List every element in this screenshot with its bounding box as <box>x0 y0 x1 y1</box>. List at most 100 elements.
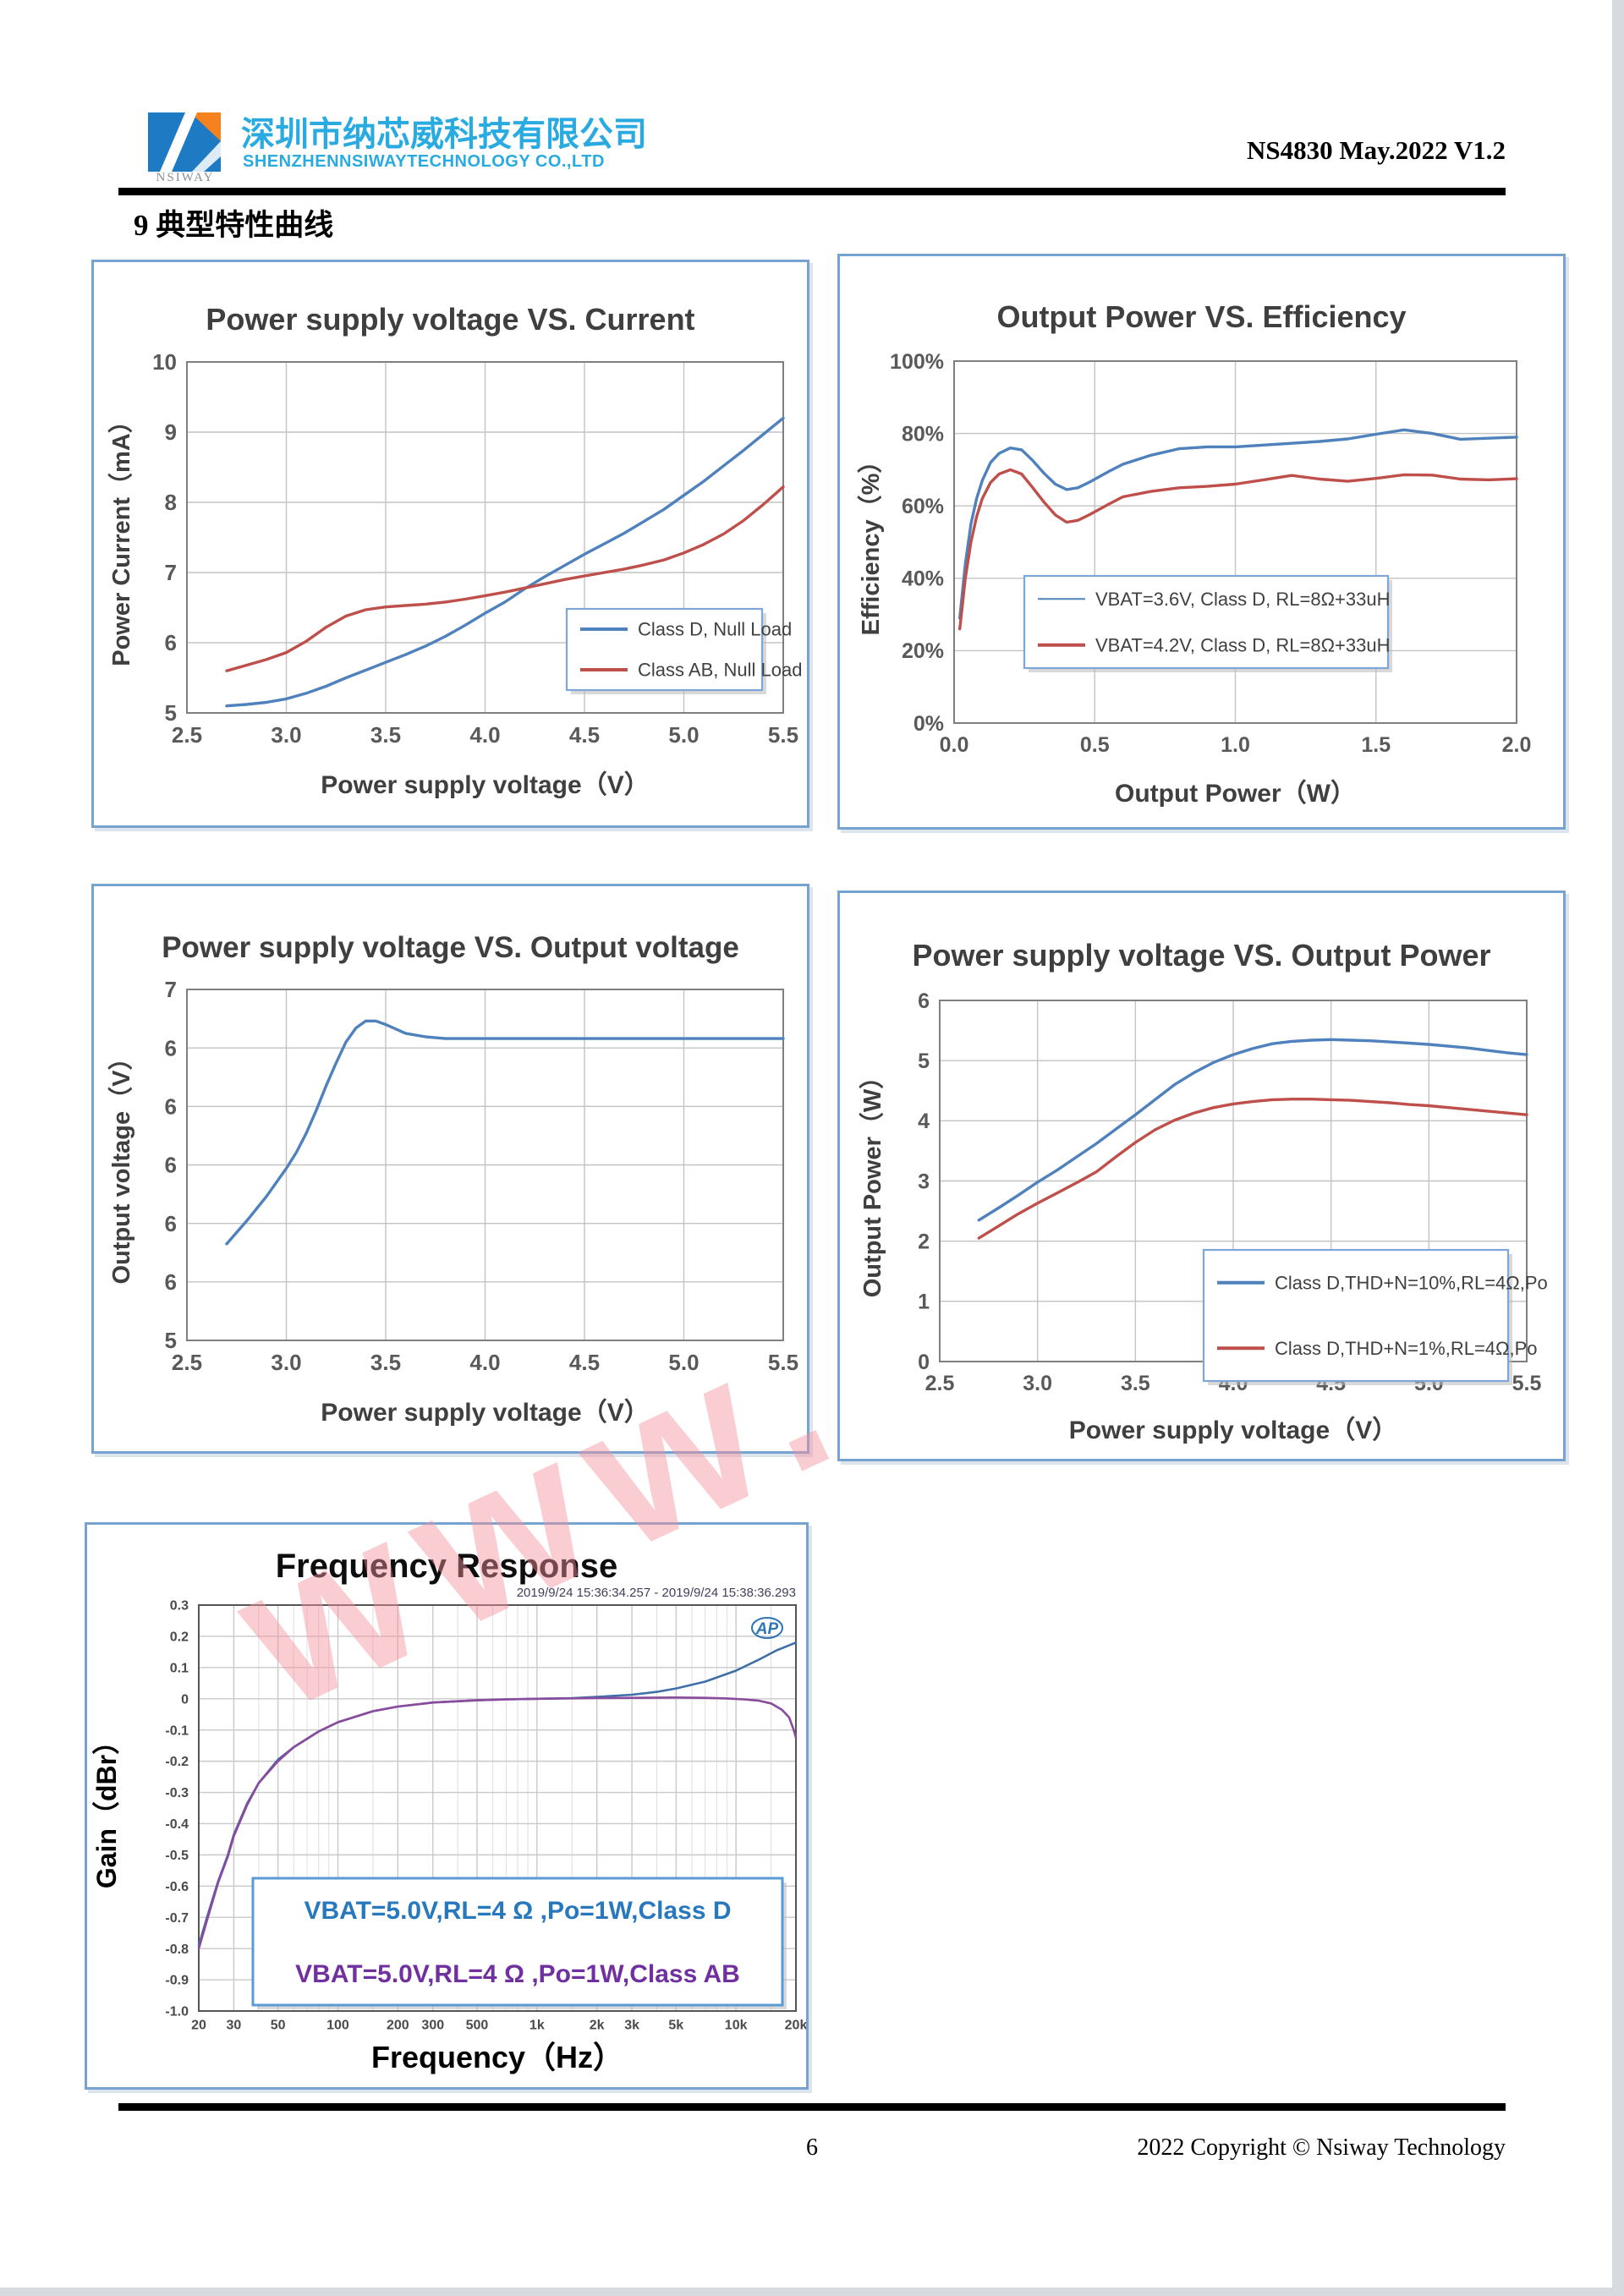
page-edge <box>1612 0 1624 2296</box>
svg-text:6: 6 <box>165 1093 177 1119</box>
series-line-0 <box>977 1038 1528 1222</box>
svg-text:100%: 100% <box>890 350 944 374</box>
svg-text:7: 7 <box>165 560 177 585</box>
legend: VBAT=5.0V,RL=4 Ω ,Po=1W,Class D VBAT=5.0V… <box>251 1877 787 2009</box>
company-logo-icon <box>148 112 221 172</box>
series-line-1 <box>225 485 785 672</box>
svg-text:6: 6 <box>165 630 177 655</box>
series-line-1 <box>957 468 1518 631</box>
svg-text:0.2: 0.2 <box>170 1630 189 1645</box>
series-line-0 <box>225 1019 785 1246</box>
axis-ticks: 20 30 50 100 200 300 500 1k 2k 3k 5k 10k 20k 0.3 0.2 0.… <box>165 1599 806 2033</box>
header-rule <box>118 188 1506 195</box>
chart-title: Power supply voltage VS. Output voltage <box>162 931 739 964</box>
svg-text:-0.4: -0.4 <box>165 1817 189 1832</box>
svg-text:3.5: 3.5 <box>370 1350 401 1375</box>
axis-ticks: 0.0 0.5 1.0 1.5 2.0 0% 20% 40% 60% 80% 100% <box>890 350 1531 757</box>
svg-text:5: 5 <box>918 1049 930 1073</box>
svg-text:2k: 2k <box>590 2019 605 2033</box>
series-line-1 <box>977 1097 1528 1240</box>
chart-supply-voltage-vs-output-voltage-box: Power supply voltage VS. Output voltage 2… <box>91 884 809 1454</box>
chart-supply-voltage-vs-output-power: Power supply voltage VS. Output Power 2.5… <box>859 938 1548 1444</box>
svg-text:Class D, Null Load: Class D, Null Load <box>638 619 792 640</box>
svg-text:5.0: 5.0 <box>668 722 699 748</box>
svg-text:10k: 10k <box>725 2019 748 2033</box>
svg-text:7: 7 <box>165 977 177 1002</box>
svg-text:5.5: 5.5 <box>768 1350 798 1375</box>
svg-text:VBAT=5.0V,RL=4 Ω ,Po=1W,Class: VBAT=5.0V,RL=4 Ω ,Po=1W,Class AB <box>295 1960 740 1988</box>
chart-output-power-vs-efficiency: Output Power VS. Efficiency 0.0 0.5 1.0 1.5 2… <box>857 299 1531 808</box>
page-number: 6 <box>806 2134 818 2161</box>
page-edge <box>0 2288 1624 2296</box>
section-title: 9 典型特性曲线 <box>134 209 334 242</box>
ap-logo-icon: AP <box>751 1617 783 1639</box>
svg-text:-0.6: -0.6 <box>165 1880 189 1894</box>
svg-text:6: 6 <box>165 1035 177 1060</box>
svg-text:200: 200 <box>387 2019 409 2033</box>
svg-text:3.0: 3.0 <box>271 722 301 748</box>
svg-text:-0.8: -0.8 <box>165 1943 189 1957</box>
svg-text:5.5: 5.5 <box>768 722 798 748</box>
svg-text:4: 4 <box>918 1110 930 1133</box>
svg-text:2.5: 2.5 <box>172 1350 202 1375</box>
svg-text:6: 6 <box>165 1153 177 1178</box>
svg-text:3.0: 3.0 <box>1023 1372 1052 1395</box>
chart-supply-voltage-vs-output-voltage: Power supply voltage VS. Output voltage 2… <box>107 931 799 1427</box>
svg-text:-0.9: -0.9 <box>165 1974 189 1988</box>
document-reference: NS4830 May.2022 V1.2 <box>1246 135 1506 165</box>
chart-frequency-response: Frequency Response 20 30 50 100 200 300 500 1k 2k… <box>91 1548 806 2074</box>
x-axis-label: Frequency（Hz） <box>371 2040 623 2074</box>
chart-title: Power supply voltage VS. Output Power <box>912 938 1490 973</box>
x-axis-label: Power supply voltage（V） <box>1069 1416 1397 1444</box>
svg-text:4.0: 4.0 <box>469 722 500 748</box>
y-axis-label: Output Power（W） <box>859 1065 886 1297</box>
svg-text:3.5: 3.5 <box>1121 1372 1150 1395</box>
svg-text:100: 100 <box>326 2019 349 2033</box>
chart-title: Frequency Response <box>276 1548 618 1585</box>
chart-supply-voltage-vs-current: Power supply voltage VS. Current 2.5 3.0 3.… <box>107 302 802 799</box>
svg-text:-0.7: -0.7 <box>165 1911 189 1926</box>
copyright-text: 2022 Copyright © Nsiway Technology <box>1137 2134 1506 2161</box>
svg-text:4.5: 4.5 <box>569 722 600 748</box>
svg-text:4.5: 4.5 <box>569 1350 600 1375</box>
svg-text:1k: 1k <box>529 2019 545 2033</box>
svg-text:2.5: 2.5 <box>925 1372 955 1395</box>
svg-text:0%: 0% <box>914 712 944 736</box>
svg-text:6: 6 <box>165 1269 177 1295</box>
svg-text:300: 300 <box>421 2019 444 2033</box>
svg-text:10: 10 <box>152 349 177 375</box>
svg-text:0.1: 0.1 <box>170 1661 189 1675</box>
series-line-0 <box>225 416 785 708</box>
chart-supply-voltage-vs-current-box: Power supply voltage VS. Current 2.5 3.0 3.… <box>91 260 809 828</box>
footer-rule <box>118 2103 1506 2111</box>
y-axis-label: Power Current（mA） <box>107 408 135 666</box>
svg-text:2.5: 2.5 <box>172 722 202 748</box>
svg-text:8: 8 <box>165 490 177 515</box>
y-axis-label: Output voltage（V） <box>107 1046 135 1285</box>
svg-text:3.5: 3.5 <box>370 722 401 748</box>
svg-text:20: 20 <box>191 2019 206 2033</box>
svg-text:0: 0 <box>181 1692 189 1707</box>
svg-text:0.5: 0.5 <box>1080 733 1110 757</box>
svg-text:1.5: 1.5 <box>1361 733 1391 757</box>
chart-title: Output Power VS. Efficiency <box>996 299 1406 334</box>
series-line-0 <box>957 428 1518 620</box>
svg-text:30: 30 <box>227 2019 242 2033</box>
svg-text:50: 50 <box>271 2019 286 2033</box>
svg-text:5.5: 5.5 <box>1512 1372 1542 1395</box>
svg-text:0.3: 0.3 <box>170 1599 189 1614</box>
chart-frequency-response-box: Frequency Response 20 30 50 100 200 300 500 1k 2k… <box>85 1522 809 2090</box>
legend: Class D, Null Load Class AB, Null Load <box>565 607 802 694</box>
svg-text:-0.1: -0.1 <box>165 1723 189 1738</box>
svg-text:Class D,THD+N=10%,RL=4Ω,Po: Class D,THD+N=10%,RL=4Ω,Po <box>1275 1272 1548 1293</box>
svg-text:VBAT=4.2V, Class D, RL=8Ω+33uH: VBAT=4.2V, Class D, RL=8Ω+33uH <box>1095 634 1390 655</box>
x-axis-label: Power supply voltage（V） <box>321 770 649 799</box>
svg-text:3.0: 3.0 <box>271 1350 301 1375</box>
axis-ticks: 2.5 3.0 3.5 4.0 4.5 5.0 5.5 5 6 6 6 6 6 7 <box>165 977 799 1375</box>
x-axis-label: Power supply voltage（V） <box>321 1398 649 1427</box>
svg-text:1.0: 1.0 <box>1221 733 1250 757</box>
axis-ticks: 2.5 3.0 3.5 4.0 4.5 5.0 5.5 5 6 7 8 9 10 <box>152 349 798 748</box>
svg-text:-0.3: -0.3 <box>165 1786 189 1800</box>
chart-title: Power supply voltage VS. Current <box>206 302 694 337</box>
svg-text:6: 6 <box>918 989 930 1013</box>
